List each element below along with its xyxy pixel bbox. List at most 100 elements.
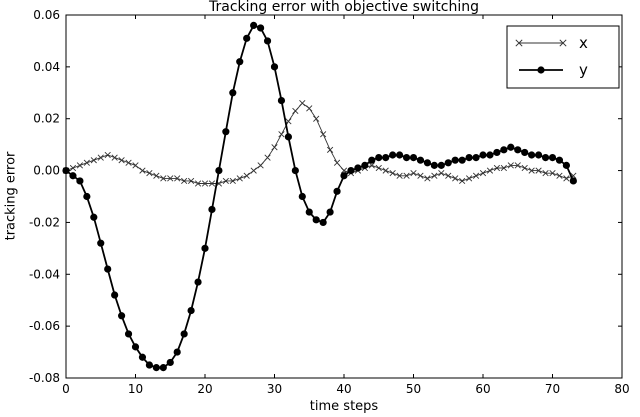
circle-marker [208, 205, 216, 214]
circle-marker [173, 348, 181, 356]
x-tick-label: 40 [336, 382, 351, 396]
y-tick-label: 0.00 [33, 164, 60, 178]
series-y [62, 21, 577, 372]
y-axis-label: tracking error [3, 151, 19, 241]
circle-marker [90, 213, 98, 221]
circle-marker [263, 37, 272, 45]
circle-marker [382, 154, 390, 162]
circle-marker [326, 208, 334, 216]
circle-marker [521, 148, 529, 157]
circle-marker [486, 151, 494, 159]
x-tick-label: 70 [545, 382, 560, 396]
circle-marker [118, 312, 126, 320]
circle-marker [69, 172, 77, 180]
circle-marker [131, 343, 140, 351]
circle-marker [319, 218, 327, 227]
circle-marker [548, 154, 557, 162]
circle-marker [333, 187, 341, 195]
circle-marker [500, 146, 508, 154]
circle-marker [389, 151, 397, 159]
circle-marker [166, 358, 174, 367]
series-line-y [65, 24, 575, 369]
circle-marker [479, 151, 487, 159]
x-tick-label: 50 [406, 382, 421, 396]
circle-marker [124, 330, 133, 338]
circle-marker [243, 34, 251, 42]
series-line-x [65, 102, 574, 184]
y-axis: -0.08 -0.06 -0.04 -0.02 0.00 0.02 0.04 0.06 [29, 8, 622, 385]
circle-marker [104, 265, 112, 273]
legend-box [506, 25, 620, 89]
circle-marker [83, 192, 91, 201]
circle-marker [416, 156, 425, 164]
circle-marker [361, 161, 369, 169]
legend-x-marker [559, 39, 567, 47]
circle-marker [215, 166, 223, 175]
x-tick-label: 0 [62, 382, 70, 396]
circle-marker [472, 154, 480, 162]
x-tick-label: 30 [267, 382, 282, 396]
circle-marker [159, 364, 167, 372]
circle-marker [284, 133, 292, 141]
circle-marker [277, 96, 286, 105]
circle-marker [257, 24, 265, 32]
circle-marker [396, 151, 404, 159]
circle-marker [194, 278, 202, 286]
y-tick-label: -0.02 [29, 215, 60, 229]
circle-marker [250, 21, 258, 29]
circle-marker [305, 208, 313, 216]
circle-marker [152, 364, 160, 372]
y-tick-label: -0.08 [29, 371, 60, 385]
circle-marker [236, 58, 244, 66]
circle-marker [97, 239, 105, 247]
circle-marker [340, 172, 348, 180]
circle-marker [298, 192, 306, 201]
legend: xy [506, 25, 620, 89]
circle-marker [229, 89, 237, 97]
circle-marker [437, 161, 445, 169]
circle-marker [493, 148, 501, 157]
circle-marker [451, 156, 459, 164]
legend-circle-marker [537, 66, 545, 74]
circle-marker [423, 159, 431, 167]
circle-marker [375, 154, 383, 162]
circle-marker [201, 244, 209, 252]
circle-marker [180, 330, 188, 338]
circle-marker [145, 361, 153, 369]
circle-marker [528, 151, 536, 159]
circle-marker [444, 159, 452, 167]
circle-marker [514, 146, 522, 154]
legend-label: y [579, 61, 588, 79]
y-tick-label: -0.06 [29, 319, 60, 333]
circle-marker [465, 154, 473, 162]
circle-marker [409, 154, 418, 162]
circle-marker [76, 177, 84, 185]
circle-marker [270, 63, 279, 71]
x-markers [62, 100, 577, 187]
chart-title: Tracking error with objective switching [209, 0, 479, 15]
legend-x-marker [515, 39, 523, 47]
circle-marker [138, 353, 147, 361]
circle-marker [62, 166, 70, 175]
circle-marker [187, 306, 195, 315]
series-x [62, 100, 577, 187]
x-tick-label: 20 [197, 382, 212, 396]
legend-label: x [579, 34, 588, 52]
circle-marker [562, 161, 571, 169]
circle-marker [535, 151, 543, 159]
circle-marker [458, 156, 466, 164]
circle-marker [291, 166, 299, 175]
circle-marker [368, 156, 376, 164]
circle-marker [222, 128, 230, 136]
x-tick-label: 60 [475, 382, 490, 396]
x-axis-label: time steps [309, 399, 379, 414]
x-tick-label: 80 [614, 382, 629, 396]
y-tick-label: 0.06 [33, 8, 60, 22]
y-tick-label: -0.04 [29, 267, 60, 281]
circle-marker [111, 291, 119, 299]
y-tick-label: 0.04 [33, 60, 60, 74]
y-tick-label: 0.02 [33, 112, 60, 126]
x-tick-label: 10 [128, 382, 143, 396]
circle-marker [541, 154, 550, 162]
circle-marker [347, 166, 355, 175]
